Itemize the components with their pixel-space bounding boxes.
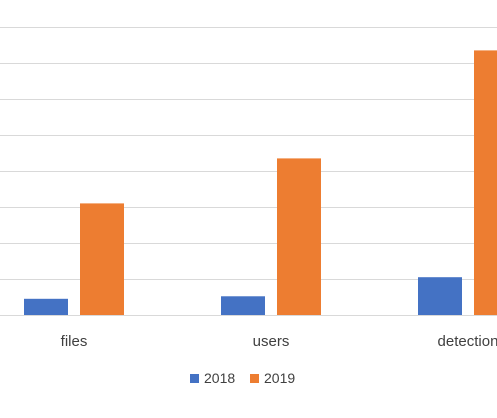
gridlines	[0, 27, 497, 280]
category-label-users: users	[253, 333, 290, 350]
bar-detection-2019	[474, 50, 497, 316]
legend-swatch-2019	[250, 374, 259, 383]
bar-detection-2018	[418, 277, 462, 315]
category-label-detection: detection	[438, 333, 497, 350]
bar-users-2019	[277, 158, 321, 315]
legend: 2018 2019	[190, 370, 295, 386]
legend-label-2018: 2018	[204, 370, 235, 386]
category-labels: files users detection	[61, 333, 497, 350]
category-label-files: files	[61, 333, 88, 350]
bar-files-2018	[24, 298, 68, 315]
bar-users-2018	[221, 296, 265, 315]
bars	[24, 50, 497, 316]
bar-files-2019	[80, 203, 124, 315]
legend-label-2019: 2019	[264, 370, 295, 386]
legend-swatch-2018	[190, 374, 199, 383]
